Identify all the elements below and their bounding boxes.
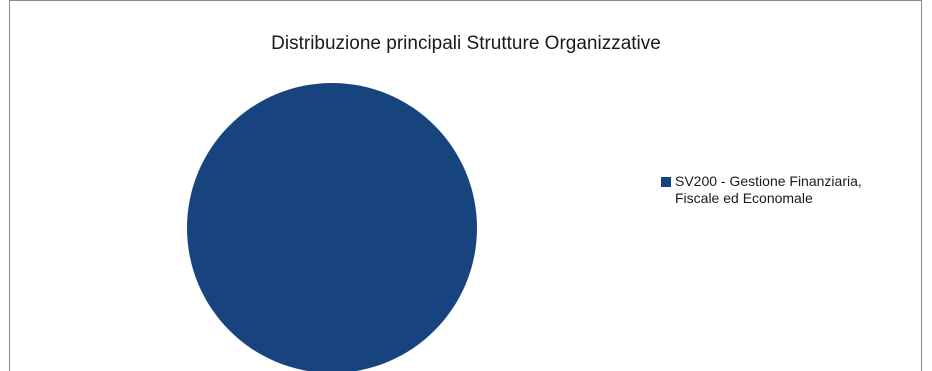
chart-legend: SV200 - Gestione Finanziaria, Fiscale ed… bbox=[661, 173, 862, 207]
legend-label: SV200 - Gestione Finanziaria, Fiscale ed… bbox=[675, 173, 862, 206]
chart-title: Distribuzione principali Strutture Organ… bbox=[271, 33, 661, 54]
pie-slices bbox=[187, 83, 477, 371]
legend-item: SV200 - Gestione Finanziaria, Fiscale ed… bbox=[661, 173, 862, 207]
chart-frame bbox=[9, 0, 922, 371]
legend-swatch bbox=[661, 177, 671, 187]
pie-slice-0 bbox=[187, 83, 477, 371]
